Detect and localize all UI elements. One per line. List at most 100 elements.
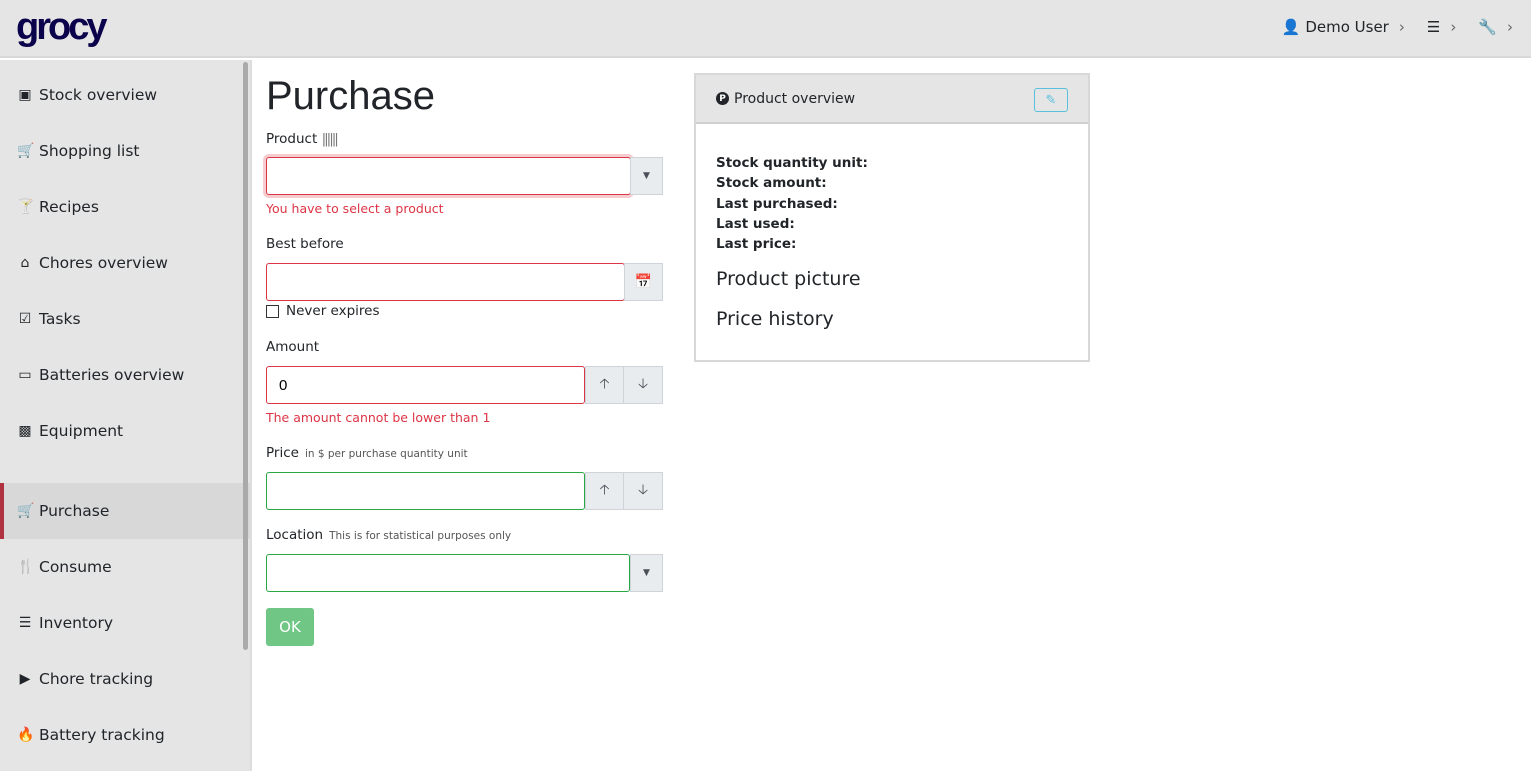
toolbox-icon: ▩ <box>18 423 32 439</box>
sidebar: ▣ Stock overview 🛒 Shopping list 🍸 Recipes … <box>0 60 252 771</box>
sidebar-item-tasks[interactable]: ☑ Tasks <box>0 291 250 347</box>
product-label-text: Product <box>266 131 318 147</box>
price-label-text: Price <box>266 445 299 461</box>
product-dropdown-toggle[interactable]: ▼ <box>630 157 663 195</box>
chevron-right-icon: › <box>1450 18 1457 36</box>
location-select[interactable] <box>266 554 630 592</box>
sidebar-item-shopping-list[interactable]: 🛒 Shopping list <box>0 123 250 179</box>
chevron-right-icon: › <box>1507 18 1513 36</box>
sidebar-item-purchase[interactable]: 🛒 Purchase <box>0 483 250 539</box>
wrench-icon: 🔧 <box>1478 18 1497 36</box>
stock-amount-label: Stock amount: <box>716 175 827 192</box>
battery-icon: ▭ <box>18 367 32 383</box>
sidebar-item-label: Chores overview <box>39 254 168 272</box>
cart-icon: 🛒 <box>17 143 35 159</box>
card-title: Product overview <box>734 90 856 107</box>
chevron-right-icon: › <box>1398 18 1405 36</box>
sidebar-item-stock-overview[interactable]: ▣ Stock overview <box>0 67 250 123</box>
barcode-icon: |||||| <box>321 131 339 147</box>
sidebar-item-label: Tasks <box>39 310 81 328</box>
logo[interactable]: grocy <box>16 6 108 48</box>
sidebar-item-chores-overview[interactable]: ⌂ Chores overview <box>0 235 250 291</box>
sidebar-item-label: Recipes <box>39 198 99 216</box>
user-menu[interactable]: 👤 Demo User › <box>1282 18 1405 36</box>
price-input[interactable] <box>266 472 585 510</box>
sidebar-item-recipes[interactable]: 🍸 Recipes <box>0 179 250 235</box>
amount-error: The amount cannot be lower than 1 <box>266 410 491 425</box>
price-decrease-button[interactable]: 🡣 <box>623 472 663 510</box>
edit-icon: ✎ <box>1045 92 1057 108</box>
user-name: Demo User <box>1305 18 1389 36</box>
last-price-label: Last price: <box>716 236 797 253</box>
sidebar-scrollbar[interactable] <box>243 62 248 650</box>
best-before-input[interactable] <box>266 263 625 301</box>
arrow-up-icon: 🡡 <box>599 376 610 392</box>
amount-label: Amount <box>266 339 320 355</box>
utensils-icon: 🍴 <box>17 559 35 575</box>
arrow-down-icon: 🡣 <box>637 376 649 392</box>
caret-down-icon: ▼ <box>643 171 650 181</box>
sidebar-item-chore-tracking[interactable]: ▶ Chore tracking <box>0 651 250 707</box>
location-hint: This is for statistical purposes only <box>329 530 512 542</box>
never-expires-checkbox[interactable] <box>266 304 279 318</box>
price-hint: in $ per purchase quantity unit <box>304 448 468 460</box>
last-used-label: Last used: <box>716 215 795 232</box>
price-increase-button[interactable]: 🡡 <box>585 472 624 510</box>
last-purchased-label: Last purchased: <box>716 195 838 212</box>
sidebar-item-label: Inventory <box>39 614 114 632</box>
manage-menu[interactable]: 🔧 › <box>1478 18 1513 36</box>
sidebar-item-equipment[interactable]: ▩ Equipment <box>0 403 250 459</box>
user-icon: 👤 <box>1281 18 1301 36</box>
sidebar-item-label: Batteries overview <box>39 366 185 384</box>
product-overview-card: P Product overview ✎ Stock quantity unit… <box>694 73 1090 362</box>
sidebar-item-label: Battery tracking <box>39 726 165 744</box>
sidebar-item-battery-tracking[interactable]: 🔥 Battery tracking <box>0 707 250 763</box>
cart-icon: 🛒 <box>17 503 35 519</box>
sidebar-item-label: Equipment <box>39 422 124 440</box>
card-header: P Product overview ✎ <box>696 75 1088 124</box>
amount-decrease-button[interactable]: 🡣 <box>623 366 663 404</box>
product-error: You have to select a product <box>266 201 444 216</box>
amount-input[interactable] <box>266 366 585 404</box>
stock-quantity-unit-label: Stock quantity unit: <box>716 155 868 171</box>
arrow-up-icon: 🡡 <box>599 482 610 498</box>
best-before-label: Best before <box>266 236 344 252</box>
sidebar-item-label: Chore tracking <box>39 670 154 688</box>
arrow-down-icon: 🡣 <box>637 482 649 498</box>
play-icon: ▶ <box>19 671 31 687</box>
sidebar-item-label: Stock overview <box>39 86 158 104</box>
list-icon: ☰ <box>18 615 32 631</box>
box-icon: ▣ <box>18 87 32 103</box>
settings-menu[interactable]: ☰ › <box>1427 18 1456 36</box>
sidebar-item-consume[interactable]: 🍴 Consume <box>0 539 250 595</box>
sidebar-item-batteries-overview[interactable]: ▭ Batteries overview <box>0 347 250 403</box>
product-picture-heading: Product picture <box>716 268 861 291</box>
never-expires-label: Never expires <box>286 303 380 319</box>
location-label: Location This is for statistical purposes… <box>266 527 511 543</box>
fire-icon: 🔥 <box>17 727 35 743</box>
sliders-icon: ☰ <box>1426 18 1441 36</box>
location-dropdown-toggle[interactable]: ▼ <box>630 554 663 592</box>
caret-down-icon: ▼ <box>643 568 650 578</box>
location-label-text: Location <box>266 527 324 543</box>
product-hunt-icon: P <box>716 92 729 105</box>
sidebar-item-label: Purchase <box>39 502 110 520</box>
never-expires[interactable]: Never expires <box>266 303 380 319</box>
edit-product-button[interactable]: ✎ <box>1034 88 1068 112</box>
product-input[interactable] <box>266 157 631 195</box>
sidebar-item-label: Consume <box>39 558 112 576</box>
price-label: Price in $ per purchase quantity unit <box>266 445 468 461</box>
price-history-heading: Price history <box>716 308 834 331</box>
sidebar-item-inventory[interactable]: ☰ Inventory <box>0 595 250 651</box>
page-title: Purchase <box>266 74 435 118</box>
date-picker-button[interactable]: 📅 <box>624 263 663 301</box>
top-bar: grocy 👤 Demo User › ☰ › 🔧 › <box>0 0 1531 58</box>
sidebar-item-label: Shopping list <box>39 142 140 160</box>
ok-button[interactable]: OK <box>266 608 314 646</box>
cocktail-icon: 🍸 <box>17 199 35 215</box>
tasks-icon: ☑ <box>18 311 32 327</box>
calendar-icon: 📅 <box>634 274 653 290</box>
product-label: Product |||||| <box>266 131 339 147</box>
amount-increase-button[interactable]: 🡡 <box>585 366 624 404</box>
home-icon: ⌂ <box>20 255 30 271</box>
